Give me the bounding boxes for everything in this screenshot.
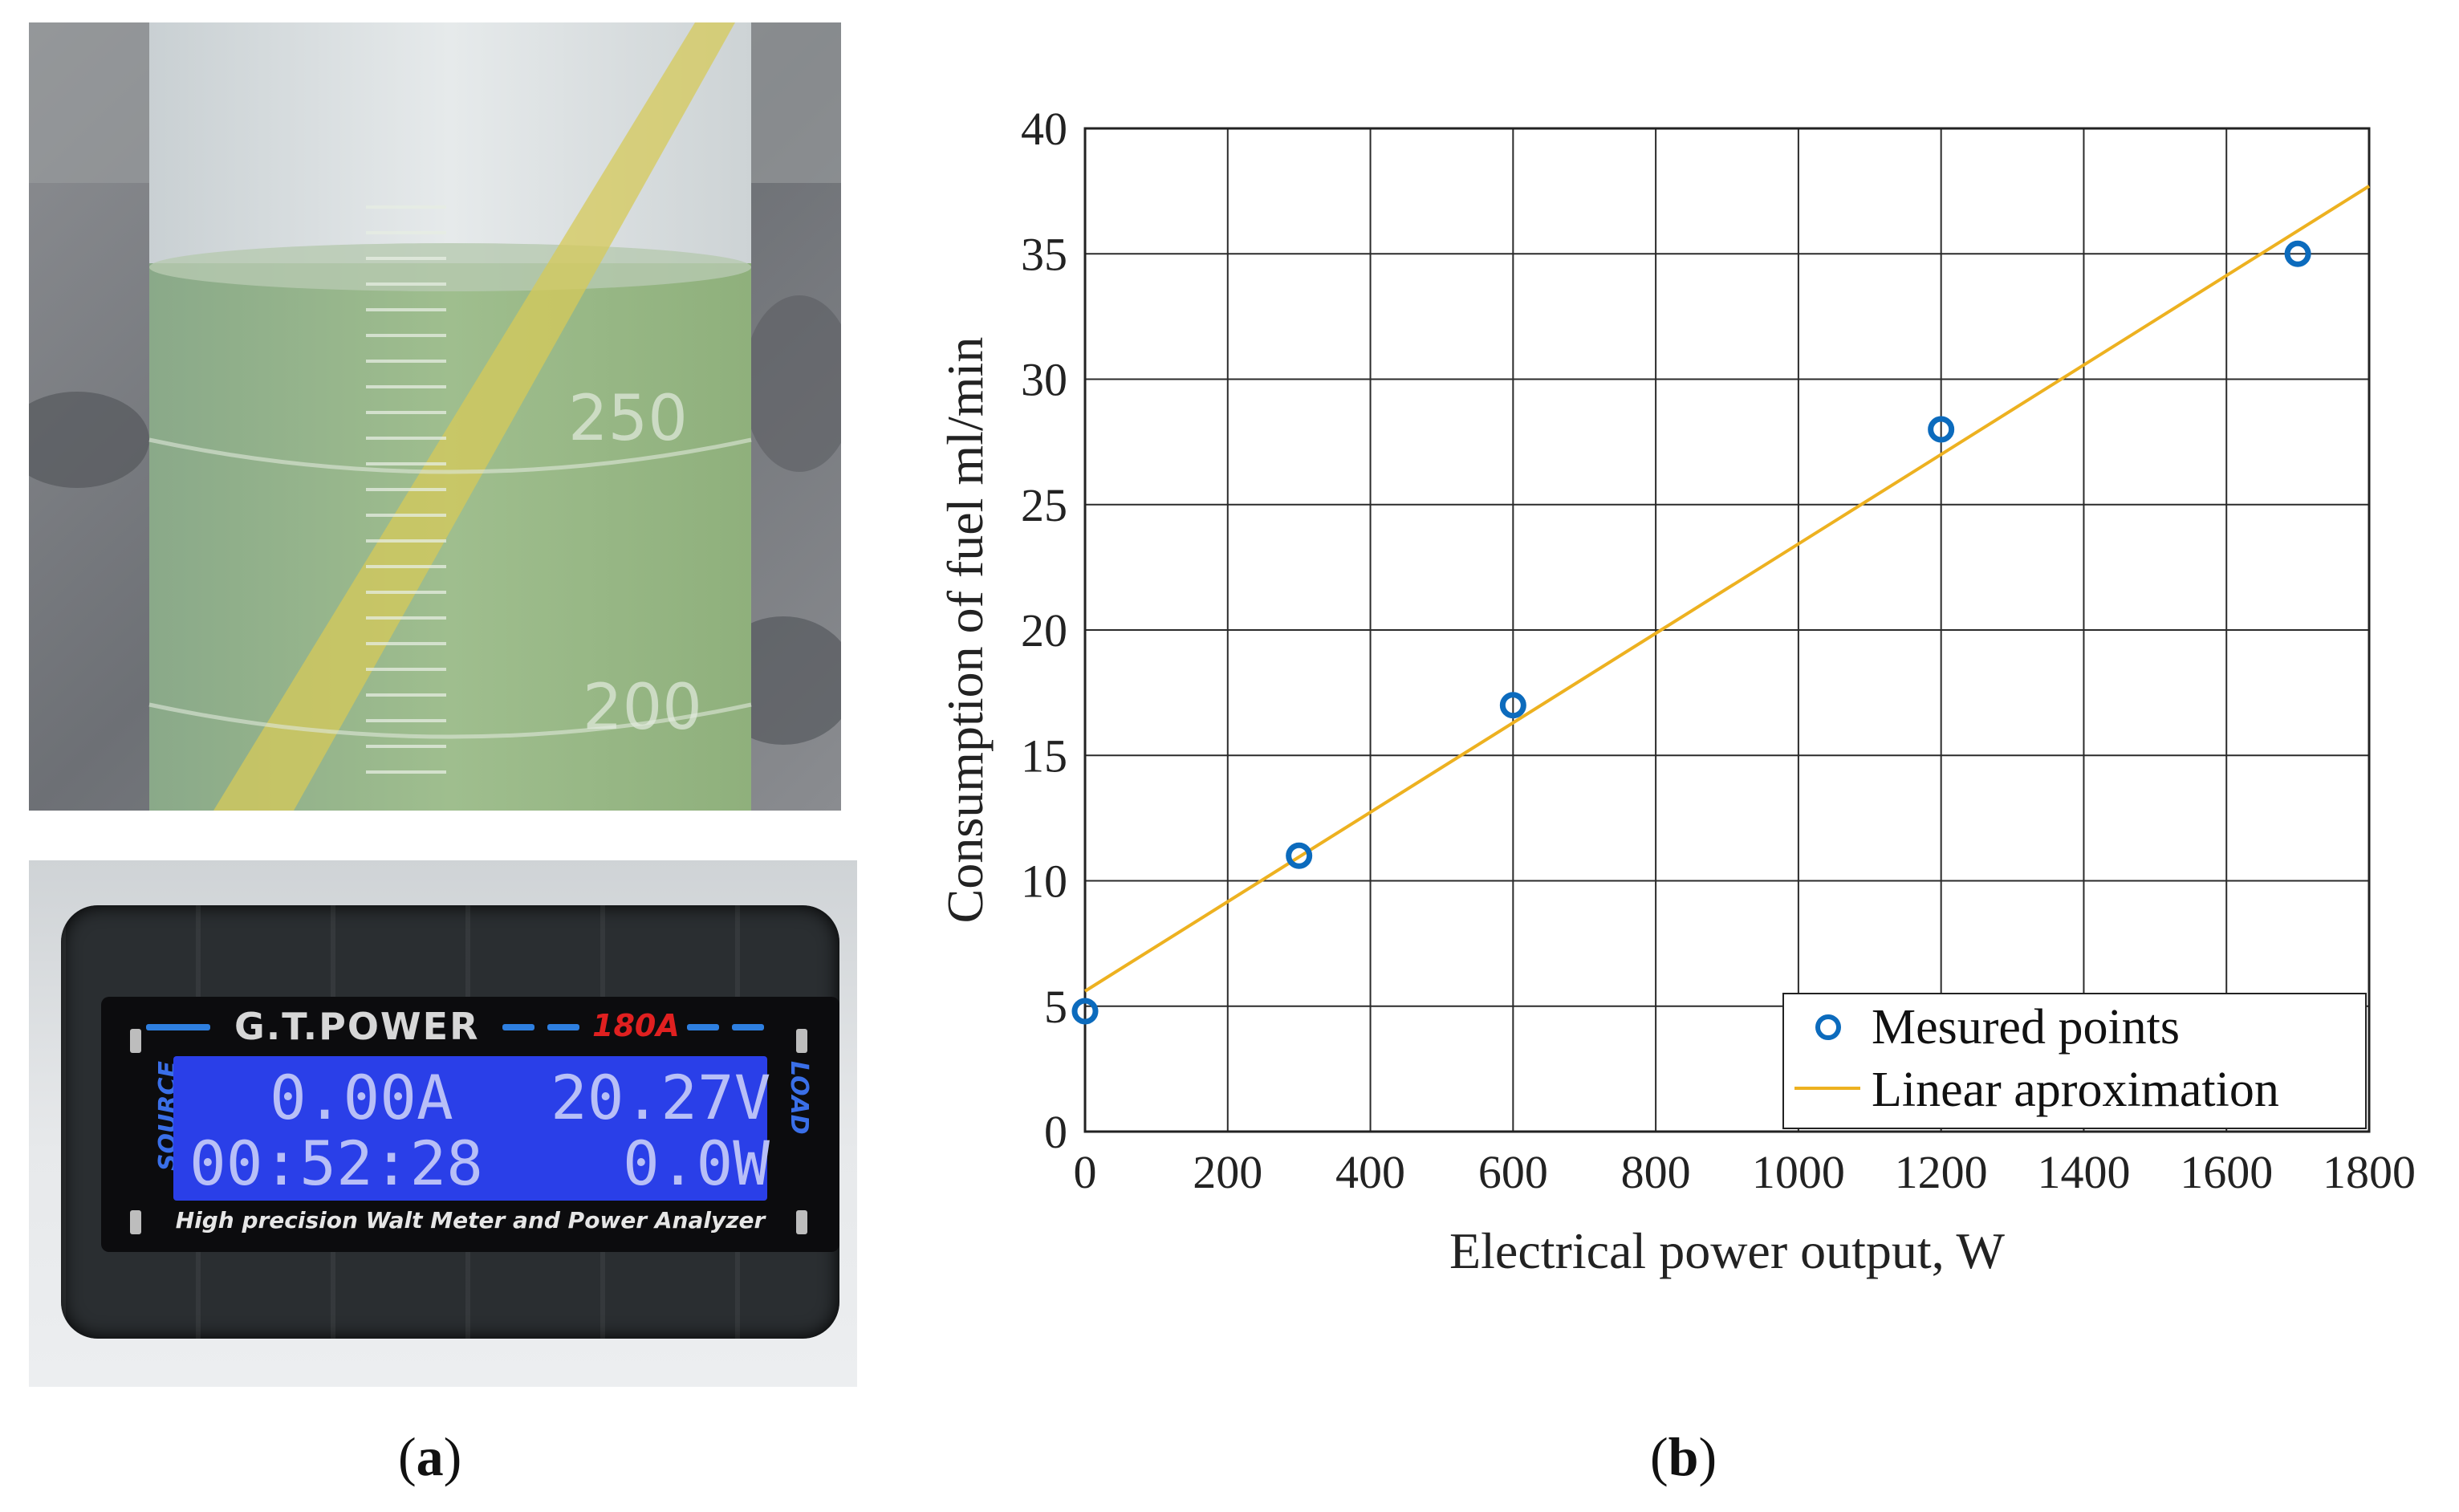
- panel-b-close: ): [1698, 1426, 1717, 1487]
- meter-led: [130, 1029, 141, 1053]
- panel-label-a: (a): [398, 1425, 461, 1489]
- meter-caption: High precision Walt Meter and Power Anal…: [175, 1207, 766, 1234]
- time-reading: 00:52:28: [189, 1128, 484, 1199]
- y-tick-label: 40: [1021, 103, 1067, 155]
- y-tick-label: 0: [1044, 1106, 1067, 1158]
- x-axis-title: Electrical power output, W: [1449, 1222, 2006, 1279]
- panel-label-b: (b): [1650, 1425, 1717, 1489]
- measured-point: [2284, 240, 2311, 267]
- panel-b-letter: b: [1668, 1426, 1699, 1487]
- y-tick-label: 30: [1021, 354, 1067, 406]
- brand-stripe: [732, 1024, 764, 1030]
- meter-led: [796, 1210, 807, 1234]
- plot-frame: [1083, 127, 2371, 1133]
- legend-box: [1782, 993, 2367, 1129]
- x-tick-label: 1200: [1895, 1146, 1988, 1198]
- y-tick-label: 10: [1021, 856, 1067, 908]
- scale-200-label: 200: [583, 672, 702, 744]
- brand-stripe: [687, 1024, 719, 1030]
- measured-point: [1928, 416, 1955, 443]
- y-tick-label: 5: [1044, 981, 1067, 1033]
- x-tick-label: 200: [1193, 1146, 1262, 1198]
- panel-a-letter: a: [416, 1426, 444, 1487]
- ticks-layer: 0 200 400 600 800 1000 1200 1400 1600 1800 0 5 10 15 2…: [1021, 103, 2416, 1198]
- load-label: LOAD: [785, 1061, 813, 1135]
- meter-brand-bar: G.T.POWER 180A: [101, 1005, 839, 1050]
- measured-point: [1499, 692, 1526, 719]
- brand-stripe: [146, 1024, 210, 1030]
- legend-marker-measured: [1815, 1014, 1841, 1040]
- fuel-cylinder-photo: 250 200: [29, 22, 841, 811]
- x-tick-label: 800: [1621, 1146, 1691, 1198]
- meter-lcd-display: 0.00A 20.27V 00:52:28 0.0W: [173, 1056, 771, 1201]
- marks-layer: [1071, 185, 2371, 1025]
- y-tick-label: 35: [1021, 228, 1067, 280]
- y-axis-title: Consumption of fuel ml/min: [937, 337, 994, 924]
- power-meter-face: G.T.POWER 180A SOURCE LOAD 0.00A 20.27V …: [101, 997, 839, 1252]
- meter-led: [130, 1210, 141, 1234]
- measured-point: [1286, 842, 1313, 869]
- meter-model: 180A: [592, 1008, 680, 1043]
- panel-b-open: (: [1650, 1426, 1668, 1487]
- y-tick-label: 25: [1021, 479, 1067, 531]
- current-reading: 0.00A: [270, 1062, 453, 1133]
- voltage-reading: 20.27V: [551, 1062, 771, 1133]
- grid-layer: [1083, 127, 2371, 1133]
- panel-a-open: (: [398, 1426, 417, 1487]
- x-tick-label: 1600: [2180, 1146, 2273, 1198]
- linear-approximation-line: [1083, 185, 2371, 993]
- scale-250-label: 250: [568, 383, 688, 455]
- x-tick-label: 1800: [2323, 1146, 2416, 1198]
- power-reading: 0.0W: [623, 1128, 770, 1199]
- brand-stripe: [547, 1024, 579, 1030]
- legend-label-measured: Mesured points: [1872, 1000, 2180, 1055]
- y-tick-label: 20: [1021, 604, 1067, 656]
- x-tick-label: 1400: [2037, 1146, 2130, 1198]
- power-meter-photo: G.T.POWER 180A SOURCE LOAD 0.00A 20.27V …: [29, 860, 857, 1387]
- y-tick-label: 15: [1021, 730, 1067, 782]
- legend-label-approximation: Linear aproximation: [1872, 1063, 2279, 1117]
- fuel-cylinder-illustration: 250 200: [29, 22, 841, 811]
- chart-legend: Mesured points Linear aproximation: [1782, 993, 2367, 1129]
- x-tick-label: 600: [1478, 1146, 1548, 1198]
- meter-led: [796, 1029, 807, 1053]
- brand-stripe: [502, 1024, 534, 1030]
- panel-a-close: ): [443, 1426, 462, 1487]
- x-tick-label: 0: [1074, 1146, 1097, 1198]
- x-tick-label: 400: [1335, 1146, 1405, 1198]
- x-tick-label: 1000: [1752, 1146, 1845, 1198]
- measured-point: [1071, 998, 1099, 1025]
- meter-brand: G.T.POWER: [234, 1005, 480, 1048]
